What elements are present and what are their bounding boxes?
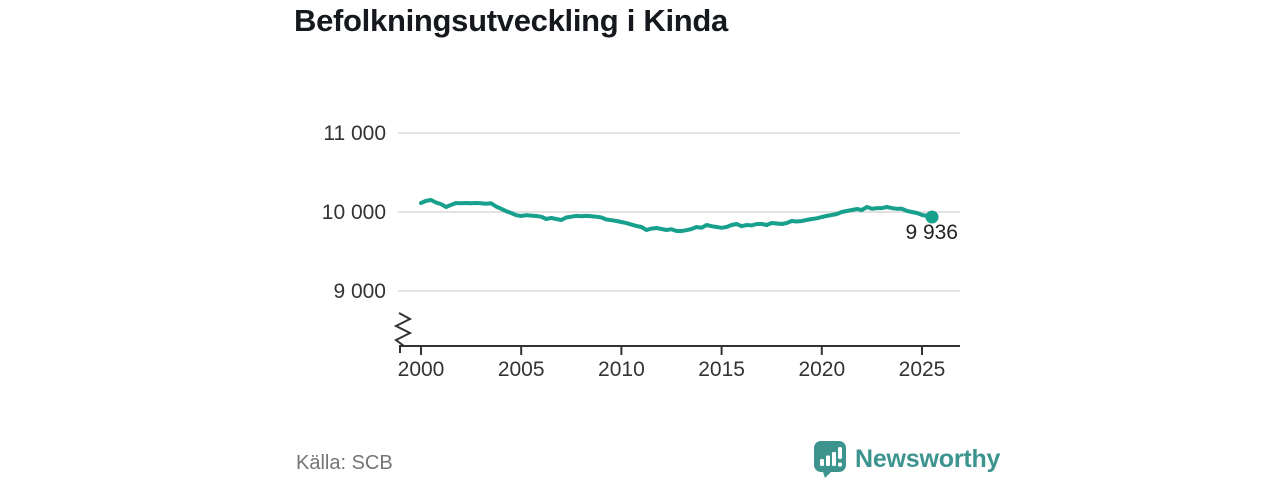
x-tick-label: 2000 bbox=[398, 358, 445, 381]
bar-chart-speech-bubble-icon bbox=[814, 441, 846, 478]
x-tick-label: 2020 bbox=[798, 358, 845, 381]
source-attribution: Källa: SCB bbox=[296, 452, 393, 474]
latest-point-dot bbox=[925, 210, 939, 224]
y-tick-label: 10 000 bbox=[322, 201, 386, 224]
newsworthy-logo: Newsworthy bbox=[813, 440, 1000, 478]
latest-value-label: 9 936 bbox=[905, 221, 958, 244]
newsworthy-logo-text: Newsworthy bbox=[855, 444, 1001, 473]
chart-title: Befolkningsutveckling i Kinda bbox=[294, 3, 728, 38]
x-tick-label: 2025 bbox=[899, 358, 946, 381]
population-line-chart: 9 000 10 000 11 000 9 936 2000 2005 2010 2015 20… bbox=[322, 122, 960, 381]
x-tick-label: 2010 bbox=[598, 358, 645, 381]
x-tick-label: 2005 bbox=[498, 358, 545, 381]
population-line bbox=[419, 198, 934, 233]
y-axis-break-icon bbox=[393, 312, 413, 347]
y-tick-label: 9 000 bbox=[333, 280, 386, 303]
x-tick-label: 2015 bbox=[698, 358, 745, 381]
y-tick-label: 11 000 bbox=[323, 122, 386, 145]
